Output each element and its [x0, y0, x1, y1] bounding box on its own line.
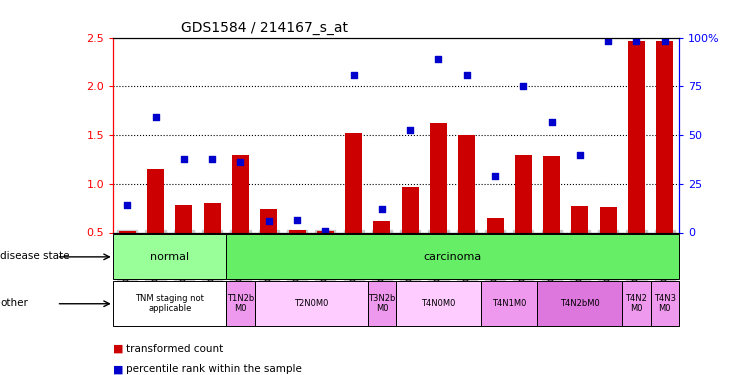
Bar — [481, 281, 537, 326]
Point — [546, 119, 558, 125]
Point — [291, 217, 303, 223]
Point — [347, 72, 359, 78]
Bar — [175, 205, 193, 232]
Text: ■: ■ — [113, 344, 123, 354]
Point — [489, 173, 501, 179]
Bar — [650, 281, 679, 326]
Bar — [374, 221, 391, 232]
Bar — [317, 231, 334, 232]
Text: ■: ■ — [113, 364, 123, 374]
Point — [574, 152, 585, 157]
Bar — [515, 154, 532, 232]
Point — [659, 38, 671, 44]
Text: T4N2bM0: T4N2bM0 — [560, 299, 600, 308]
Text: other: other — [0, 298, 28, 308]
Text: percentile rank within the sample: percentile rank within the sample — [126, 364, 302, 374]
Point — [602, 38, 614, 44]
Point — [404, 127, 416, 133]
Point — [234, 159, 246, 165]
Bar — [487, 218, 504, 232]
Bar — [622, 281, 650, 326]
Bar — [656, 41, 673, 232]
Bar — [628, 41, 645, 232]
Point — [631, 38, 642, 44]
Bar — [119, 231, 136, 232]
Text: TNM staging not
applicable: TNM staging not applicable — [135, 294, 204, 313]
Bar — [261, 209, 277, 232]
Bar — [204, 203, 220, 232]
Bar — [402, 187, 419, 232]
Text: carcinoma: carcinoma — [423, 252, 482, 262]
Text: T3N2b
M0: T3N2b M0 — [368, 294, 396, 313]
Point — [207, 156, 218, 162]
Point — [178, 156, 190, 162]
Point — [320, 228, 331, 234]
Text: T2N0M0: T2N0M0 — [294, 299, 328, 308]
Bar — [458, 135, 475, 232]
Text: transformed count: transformed count — [126, 344, 223, 354]
Bar — [147, 169, 164, 232]
Bar — [226, 234, 679, 279]
Bar — [600, 207, 617, 232]
Text: T4N2
M0: T4N2 M0 — [626, 294, 648, 313]
Bar — [368, 281, 396, 326]
Bar — [396, 281, 481, 326]
Text: T1N2b
M0: T1N2b M0 — [227, 294, 254, 313]
Bar — [113, 234, 226, 279]
Point — [518, 83, 529, 89]
Point — [150, 114, 161, 120]
Bar — [288, 230, 306, 232]
Point — [121, 202, 133, 208]
Bar — [113, 281, 226, 326]
Bar — [543, 156, 560, 232]
Point — [376, 206, 388, 212]
Bar — [232, 154, 249, 232]
Text: normal: normal — [150, 252, 189, 262]
Bar — [345, 133, 362, 232]
Text: T4N1M0: T4N1M0 — [492, 299, 526, 308]
Bar — [255, 281, 368, 326]
Point — [461, 72, 472, 78]
Text: T4N3
M0: T4N3 M0 — [654, 294, 676, 313]
Point — [263, 218, 274, 224]
Bar — [430, 123, 447, 232]
Bar — [572, 206, 588, 232]
Bar — [226, 281, 255, 326]
Bar — [537, 281, 622, 326]
Text: GDS1584 / 214167_s_at: GDS1584 / 214167_s_at — [181, 21, 348, 35]
Point — [433, 56, 445, 62]
Text: disease state: disease state — [0, 251, 69, 261]
Text: T4N0M0: T4N0M0 — [421, 299, 456, 308]
